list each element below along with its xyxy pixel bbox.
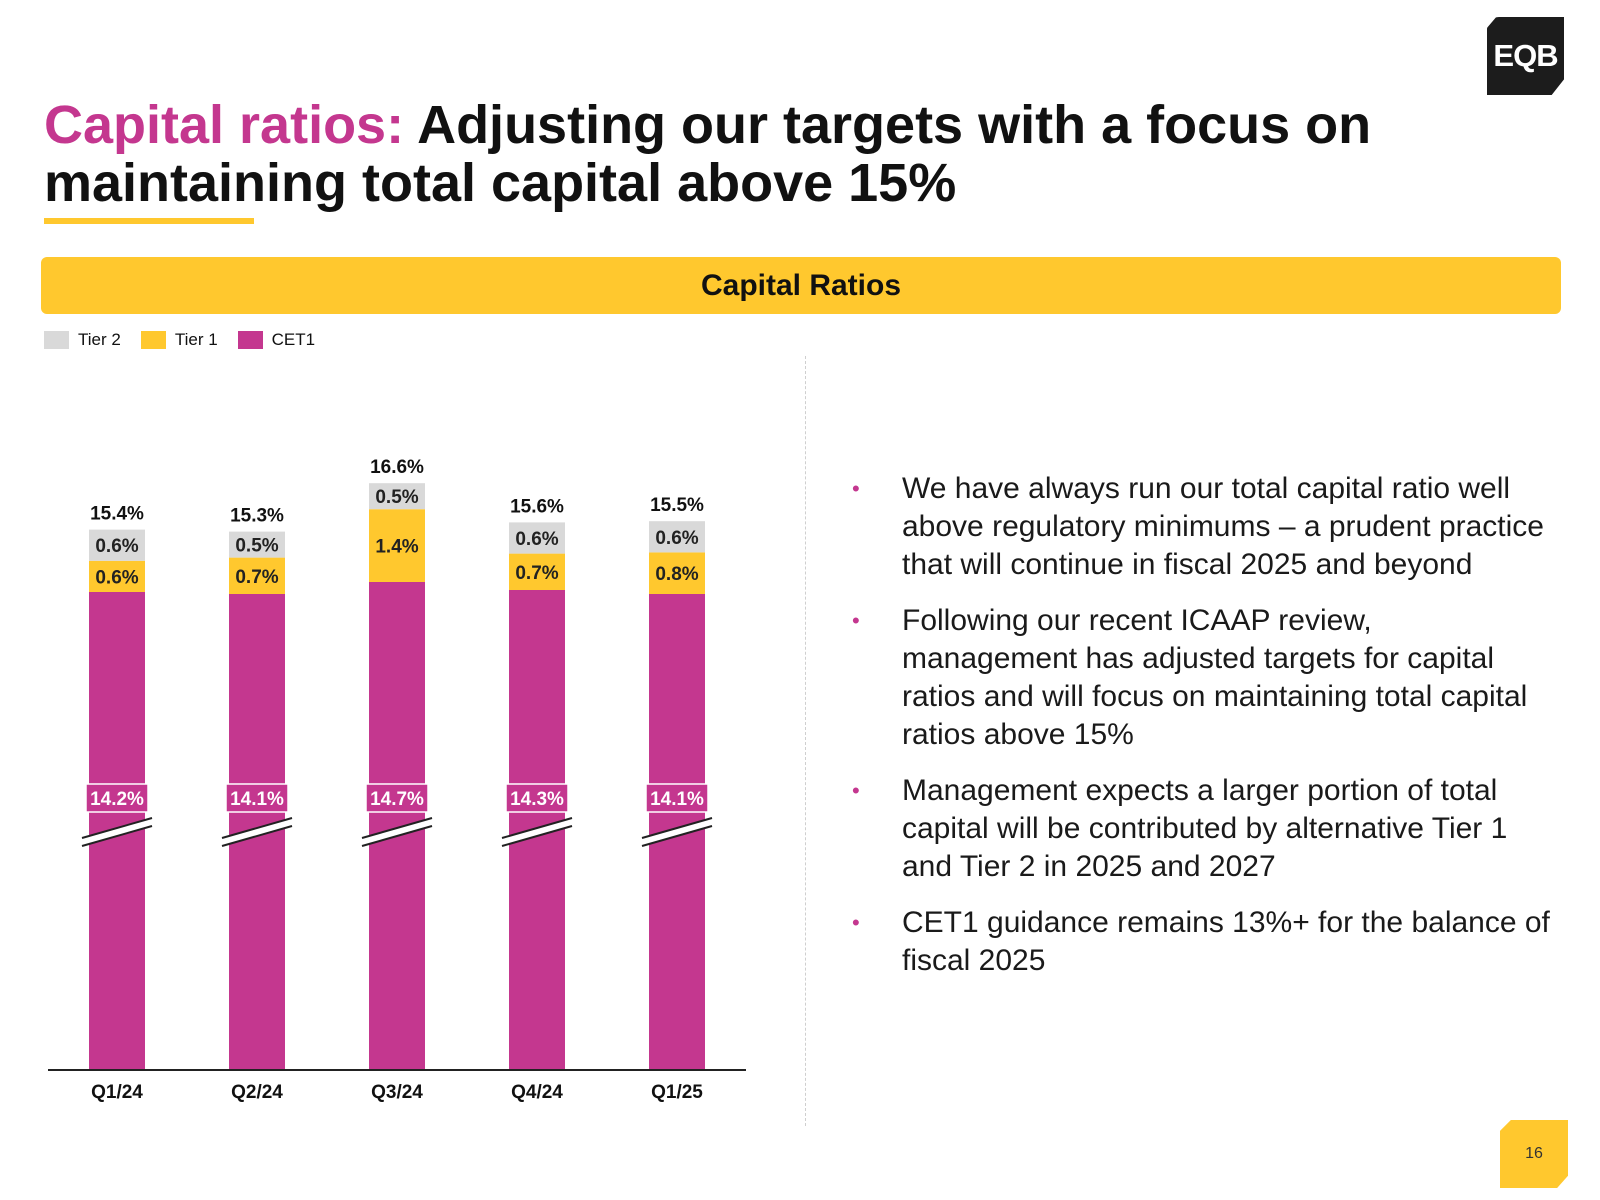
x-tick-label: Q4/24 [511, 1082, 563, 1103]
legend-swatch-tier2 [44, 331, 69, 349]
tier2-label: 0.6% [515, 529, 558, 550]
axis-break-line [501, 817, 573, 839]
x-tick-label: Q3/24 [371, 1082, 423, 1103]
bullet-item: CET1 guidance remains 13%+ for the balan… [852, 904, 1552, 980]
x-tick-label: Q1/25 [651, 1082, 703, 1103]
tier1-label: 1.4% [375, 537, 418, 558]
eqb-logo: EQB [1487, 17, 1564, 95]
tier1-label: 0.8% [655, 564, 698, 585]
page-number: 16 [1500, 1120, 1568, 1188]
tier2-label: 0.5% [375, 487, 418, 508]
tier1-label: 0.7% [515, 563, 558, 584]
legend-item-tier1: Tier 1 [140, 330, 218, 350]
tier1-bar [89, 560, 145, 592]
chart-legend: Tier 2 Tier 1 CET1 [44, 330, 315, 350]
axis-break-gap [222, 818, 292, 846]
cet1-label-box [505, 783, 569, 813]
cet1-label: 14.7% [370, 789, 424, 810]
axis-break-gap [82, 818, 152, 846]
cet1-label: 14.1% [650, 789, 704, 810]
bullet-item: Management expects a larger portion of t… [852, 772, 1552, 886]
title-main: Adjusting our targets with a focus on ma… [44, 95, 1372, 213]
tier1-bar [369, 509, 425, 582]
x-tick-label: Q2/24 [231, 1082, 283, 1103]
title-underline [44, 218, 254, 224]
bullet-item: Following our recent ICAAP review, manag… [852, 602, 1552, 754]
axis-break-gap [502, 818, 572, 846]
cet1-label-box [85, 783, 149, 813]
cet1-label: 14.1% [230, 789, 284, 810]
tier2-label: 0.6% [655, 528, 698, 549]
tier2-bar [509, 522, 565, 554]
cet1-label-box [645, 783, 709, 813]
total-label: 16.6% [370, 457, 424, 478]
axis-break-line [221, 825, 293, 847]
x-tick-label: Q1/24 [91, 1082, 143, 1103]
tier2-bar [89, 529, 145, 561]
bullet-item: We have always run our total capital rat… [852, 470, 1552, 584]
cet1-label: 14.3% [510, 789, 564, 810]
legend-item-cet1: CET1 [237, 330, 316, 350]
axis-break-line [361, 825, 433, 847]
page-number-text: 16 [1525, 1145, 1543, 1162]
chart-banner: Capital Ratios [41, 257, 1561, 314]
legend-label-tier1: Tier 1 [174, 330, 218, 349]
tier1-bar [229, 557, 285, 594]
axis-break-line [641, 825, 713, 847]
axis-break-line [221, 817, 293, 839]
title-accent: Capital ratios: [44, 95, 405, 155]
tier2-bar [229, 531, 285, 558]
legend-swatch-tier1 [140, 331, 166, 349]
banner-label: Capital Ratios [700, 268, 902, 302]
axis-break-line [641, 817, 713, 839]
axis-break-line [81, 825, 153, 847]
tier1-label: 0.6% [95, 567, 138, 588]
legend-label-cet1: CET1 [271, 330, 316, 349]
tier1-bar [509, 553, 565, 590]
cet1-label-box [365, 783, 429, 813]
axis-break-line [361, 817, 433, 839]
column-divider [805, 356, 806, 1126]
axis-break-gap [642, 818, 712, 846]
legend-item-tier2: Tier 2 [44, 330, 121, 350]
total-label: 15.3% [230, 506, 284, 527]
total-label: 15.5% [650, 495, 704, 516]
total-label: 15.4% [90, 504, 144, 525]
tier2-bar [369, 483, 425, 510]
cet1-label-box [225, 783, 289, 813]
tier2-label: 0.5% [235, 536, 278, 557]
tier1-label: 0.7% [235, 567, 278, 588]
capital-ratios-chart: 0.6% 0.6% 15.4% 14.2% Q1/24 0.7% 0.5% 15.3% 14.1… [48, 457, 746, 1103]
logo-text: EQB [1493, 38, 1558, 73]
axis-break-line [501, 825, 573, 847]
legend-label-tier2: Tier 2 [78, 330, 121, 349]
legend-swatch-cet1 [237, 331, 263, 349]
page-title: Capital ratios: Adjusting our targets wi… [44, 96, 1464, 212]
tier2-bar [649, 521, 705, 553]
total-label: 15.6% [510, 496, 564, 517]
bullet-list: We have always run our total capital rat… [852, 470, 1552, 998]
cet1-label: 14.2% [90, 789, 144, 810]
axis-break-gap [362, 818, 432, 846]
tier1-bar [649, 552, 705, 594]
axis-break-line [81, 817, 153, 839]
tier2-label: 0.6% [95, 536, 138, 557]
